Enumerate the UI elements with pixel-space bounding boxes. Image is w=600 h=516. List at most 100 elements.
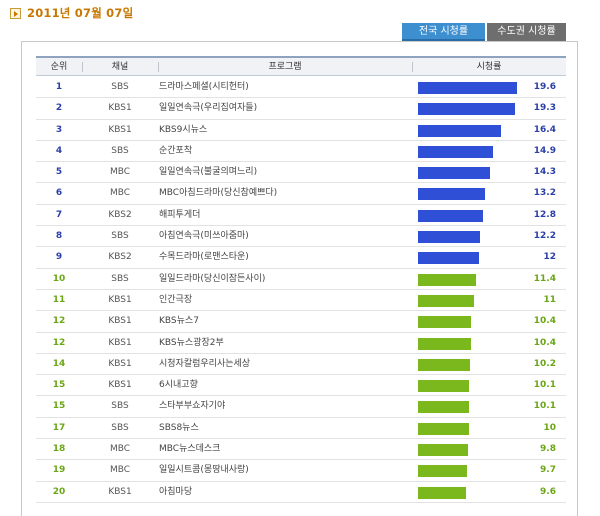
rank-cell: 1	[55, 82, 63, 92]
channel-cell: KBS1	[108, 316, 132, 327]
channel-cell: MBC	[109, 167, 131, 178]
program-cell[interactable]: 드라마스페셜(시티헌터)	[159, 82, 249, 92]
table-row: 7 KBS2 해피투게더 12.8	[36, 205, 566, 227]
table-row: 18 MBC MBC뉴스데스크 9.8	[36, 439, 566, 461]
program-cell[interactable]: 6시내고향	[159, 380, 198, 391]
column-header-program: 프로그램	[158, 58, 412, 76]
channel-cell: KBS1	[108, 124, 132, 135]
table-row: 20 KBS1 아침마당 9.6	[36, 482, 566, 503]
date-header: 2011년 07월 07일	[10, 5, 133, 21]
channel-cell: KBS2	[108, 209, 132, 220]
rank-cell: 15	[52, 380, 66, 391]
rating-bar	[418, 82, 517, 94]
rating-bar	[418, 273, 476, 286]
rating-value: 11	[543, 294, 556, 305]
table-row: 6 MBC MBC아침드라마(당신참예쁘다) 13.2	[36, 183, 566, 205]
table-row: 8 SBS 아침연속극(미쓰아줌마) 12.2	[36, 226, 566, 248]
table-row: 19 MBC 일일시트콤(몽땅내사랑) 9.7	[36, 460, 566, 482]
program-cell[interactable]: 일일연속극(우리집여자들)	[159, 103, 258, 114]
rating-value: 10.1	[533, 401, 556, 412]
program-cell[interactable]: 아침마당	[159, 486, 193, 497]
channel-cell: SBS	[111, 145, 129, 156]
program-cell[interactable]: 해피투게더	[159, 209, 201, 220]
channel-cell: KBS2	[108, 252, 132, 263]
rating-value: 10.4	[533, 316, 556, 327]
rating-bar	[418, 145, 493, 158]
table-row: 3 KBS1 KBS9시뉴스 16.4	[36, 120, 566, 141]
tab-national-rating[interactable]: 전국 시청률	[402, 23, 485, 41]
table-row: 10 SBS 일일드라마(당신이잠든사이) 11.4	[36, 269, 566, 290]
rating-value: 10.2	[533, 358, 556, 369]
table-row: 14 KBS1 시청자칼럼우리사는세상 10.2	[36, 354, 566, 376]
rating-bar	[418, 465, 467, 478]
rating-value: 12.2	[533, 231, 556, 242]
rating-value: 9.7	[540, 465, 556, 476]
rank-cell: 5	[55, 167, 63, 178]
table-header: 순위 채널 프로그램 시청률	[36, 56, 566, 76]
channel-cell: KBS1	[108, 380, 132, 391]
rank-cell: 11	[52, 294, 66, 305]
rank-cell: 8	[55, 231, 63, 242]
rating-value: 19.3	[533, 103, 556, 114]
channel-cell: KBS1	[108, 486, 132, 497]
rating-bar	[418, 380, 469, 393]
rating-bar	[418, 422, 469, 435]
program-cell[interactable]: KBS뉴스7	[159, 316, 199, 327]
program-cell[interactable]: 스타부부쇼자기야	[159, 401, 226, 412]
table-row: 5 MBC 일일연속극(불굴의며느리) 14.3	[36, 162, 566, 184]
rating-bar	[418, 401, 469, 414]
channel-cell: KBS1	[108, 358, 132, 369]
rating-bar	[418, 444, 468, 457]
rating-value: 16.4	[533, 124, 556, 135]
table-row: 2 KBS1 일일연속극(우리집여자들) 19.3	[36, 98, 566, 120]
channel-cell: KBS1	[108, 337, 132, 348]
program-cell[interactable]: 일일시트콤(몽땅내사랑)	[159, 465, 249, 476]
rating-value: 12.8	[533, 209, 556, 220]
program-cell[interactable]: 순간포착	[159, 145, 193, 156]
program-cell[interactable]: 일일드라마(당신이잠든사이)	[159, 273, 266, 284]
table-row: 17 SBS SBS8뉴스 10	[36, 418, 566, 440]
program-cell[interactable]: KBS9시뉴스	[159, 124, 208, 135]
rating-bar	[418, 103, 515, 116]
table-row: 1 SBS 드라마스페셜(시티헌터) 19.6	[36, 77, 566, 99]
channel-cell: SBS	[111, 273, 129, 284]
rank-cell: 9	[55, 252, 63, 263]
rating-value: 10.4	[533, 337, 556, 348]
table-row: 12 KBS1 KBS뉴스광장2부 10.4	[36, 333, 566, 354]
program-cell[interactable]: 수목드라마(로맨스타운)	[159, 252, 249, 263]
channel-cell: MBC	[109, 465, 131, 476]
program-cell[interactable]: 시청자칼럼우리사는세상	[159, 358, 251, 369]
program-cell[interactable]: MBC뉴스데스크	[159, 444, 221, 455]
program-cell[interactable]: 인간극장	[159, 294, 193, 305]
rating-value: 14.3	[533, 167, 556, 178]
channel-cell: SBS	[111, 82, 129, 92]
tab-bar: 전국 시청률 수도권 시청률	[402, 23, 566, 41]
rating-bar	[418, 124, 501, 137]
program-cell[interactable]: KBS뉴스광장2부	[159, 337, 224, 348]
table-row: 12 KBS1 KBS뉴스7 10.4	[36, 311, 566, 333]
program-cell[interactable]: 일일연속극(불굴의며느리)	[159, 167, 258, 178]
table-row: 11 KBS1 인간극장 11	[36, 290, 566, 312]
rank-cell: 10	[52, 273, 66, 284]
rating-bar	[418, 294, 474, 307]
rating-value: 14.9	[533, 145, 556, 156]
rank-cell: 3	[55, 124, 63, 135]
program-cell[interactable]: 아침연속극(미쓰아줌마)	[159, 231, 249, 242]
ratings-panel: 순위 채널 프로그램 시청률 1 SBS 드라마스페셜(시티헌터) 19.6 2 KBS1…	[21, 41, 578, 516]
rank-cell: 12	[52, 337, 66, 348]
table-row: 4 SBS 순간포착 14.9	[36, 141, 566, 163]
channel-cell: SBS	[111, 401, 129, 412]
rating-bar	[418, 358, 470, 371]
rating-value: 11.4	[533, 273, 556, 284]
rating-value: 13.2	[533, 188, 556, 199]
rating-value: 10	[543, 422, 556, 433]
rank-cell: 12	[52, 316, 66, 327]
rating-value: 9.8	[540, 444, 556, 455]
program-cell[interactable]: MBC아침드라마(당신참예쁘다)	[159, 188, 278, 199]
column-header-rank: 순위	[50, 62, 68, 72]
tab-capital-rating[interactable]: 수도권 시청률	[487, 23, 566, 41]
program-cell[interactable]: SBS8뉴스	[159, 422, 199, 433]
rating-bar	[418, 316, 471, 329]
rank-cell: 15	[52, 401, 66, 412]
channel-cell: KBS1	[108, 103, 132, 114]
